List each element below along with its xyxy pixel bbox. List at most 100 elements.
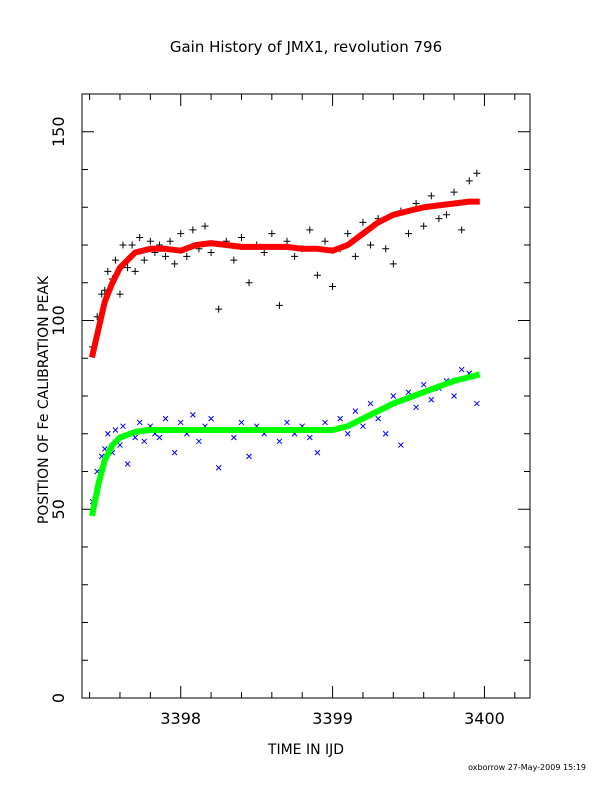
data-point-series-1	[344, 230, 352, 238]
data-point-series-1	[171, 260, 179, 268]
data-point-series-2	[306, 434, 313, 441]
data-point-series-2	[156, 434, 163, 441]
data-point-series-1	[230, 256, 238, 264]
data-point-series-2	[284, 419, 290, 426]
y-axis-label: POSITION OF Fe CALIBRATION PEAK	[36, 275, 52, 524]
data-point-series-1	[183, 252, 191, 260]
data-point-series-2	[124, 461, 131, 467]
data-point-series-2	[120, 423, 126, 430]
data-point-series-2	[413, 404, 419, 411]
data-point-series-2	[337, 415, 344, 422]
data-point-series-1	[111, 256, 119, 264]
data-point-series-1	[450, 188, 458, 196]
data-point-series-1	[412, 199, 420, 207]
data-point-series-2	[112, 427, 119, 433]
data-point-series-1	[207, 249, 215, 257]
data-point-series-2	[420, 381, 427, 388]
chart-title: Gain History of JMX1, revolution 796	[170, 38, 442, 56]
data-point-series-1	[313, 271, 321, 279]
data-point-series-2	[215, 464, 222, 471]
x-tick-label: 3398	[160, 709, 201, 728]
data-point-series-1	[283, 237, 291, 245]
data-point-series-1	[359, 218, 367, 226]
data-point-series-1	[104, 267, 112, 275]
data-point-series-1	[116, 290, 124, 298]
data-point-series-1	[215, 305, 223, 313]
data-point-series-1	[119, 241, 127, 249]
footer-credit: oxborrow 27-May-2009 15:19	[468, 763, 586, 772]
data-point-series-1	[329, 283, 337, 291]
y-tick-label: 100	[49, 305, 68, 336]
x-tick-label: 3399	[312, 709, 353, 728]
data-point-series-2	[382, 430, 389, 437]
data-point-series-2	[458, 366, 465, 373]
data-point-series-1	[321, 237, 329, 245]
data-point-series-2	[171, 449, 178, 456]
data-point-series-1	[124, 264, 132, 272]
data-point-series-1	[458, 226, 466, 234]
data-point-series-1	[166, 237, 174, 245]
data-point-series-2	[314, 449, 321, 456]
data-point-series-2	[428, 396, 435, 403]
data-point-series-1	[275, 301, 283, 309]
data-point-series-1	[189, 226, 197, 234]
data-point-series-1	[268, 230, 276, 238]
data-point-series-2	[344, 430, 351, 437]
data-point-series-1	[237, 233, 245, 241]
data-point-series-2	[451, 393, 457, 399]
data-point-series-2	[322, 419, 328, 426]
data-point-series-1	[260, 249, 268, 257]
data-point-series-1	[351, 252, 359, 260]
data-point-series-2	[177, 419, 184, 426]
data-point-series-2	[473, 400, 480, 407]
data-point-series-1	[306, 226, 314, 234]
data-point-series-2	[238, 419, 245, 426]
x-axis-label: TIME IN IJD	[267, 742, 344, 758]
x-tick-label: 3400	[464, 709, 505, 728]
data-point-series-2	[190, 412, 196, 418]
data-point-series-1	[382, 245, 390, 253]
data-point-series-2	[208, 415, 214, 422]
data-point-series-2	[352, 408, 359, 414]
fit-curve-series-2	[89, 371, 481, 517]
data-point-series-1	[131, 267, 139, 275]
data-point-series-2	[141, 438, 148, 445]
data-point-series-1	[291, 252, 299, 260]
data-point-series-1	[427, 192, 435, 200]
y-tick-label: 0	[49, 693, 68, 703]
plot-area: 3398 3399 3400 0 50 100 150	[49, 93, 531, 728]
data-point-series-2	[390, 393, 397, 399]
data-point-series-1	[201, 222, 209, 230]
data-point-series-1	[473, 169, 481, 177]
fit-curve-series-1	[89, 198, 480, 359]
data-point-series-2	[276, 438, 283, 445]
data-point-series-1	[146, 237, 154, 245]
data-point-series-2	[231, 434, 237, 441]
y-tick-label: 150	[49, 116, 68, 147]
data-point-series-1	[136, 233, 144, 241]
data-point-series-2	[367, 400, 374, 407]
data-point-series-1	[98, 290, 106, 298]
data-point-series-2	[405, 389, 412, 396]
data-point-series-1	[162, 252, 170, 260]
data-point-series-2	[375, 415, 381, 422]
data-point-series-1	[405, 230, 413, 238]
data-point-series-1	[435, 215, 443, 223]
data-point-series-2	[104, 430, 111, 437]
data-point-series-1	[420, 222, 428, 230]
data-point-series-2	[162, 415, 169, 422]
data-point-series-2	[196, 438, 202, 445]
data-point-series-2	[360, 423, 366, 430]
data-point-series-2	[136, 419, 143, 426]
data-point-series-1	[465, 177, 473, 185]
data-point-series-1	[128, 241, 136, 249]
data-point-series-1	[245, 279, 253, 287]
data-point-series-2	[398, 442, 404, 448]
data-point-series-1	[140, 256, 148, 264]
data-point-series-1	[389, 260, 397, 268]
data-point-series-1	[177, 230, 185, 238]
data-point-series-2	[246, 453, 252, 460]
y-tick-label: 50	[49, 499, 68, 519]
data-point-series-1	[442, 211, 450, 219]
